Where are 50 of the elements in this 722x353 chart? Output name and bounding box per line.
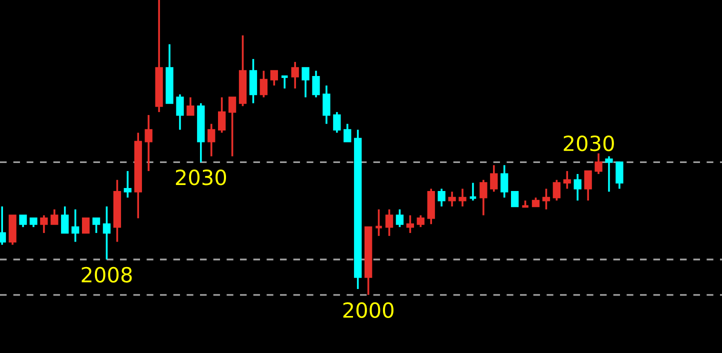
- candlestick: [584, 170, 592, 202]
- candlestick: [176, 93, 184, 131]
- candlestick: [438, 188, 446, 208]
- candlestick: [19, 214, 27, 228]
- candlestick: [92, 217, 100, 234]
- candlestick: [574, 173, 582, 202]
- candlestick: [500, 164, 508, 198]
- candlestick: [124, 170, 132, 198]
- candlestick: [552, 178, 561, 202]
- annotation: 2030: [176, 170, 226, 186]
- candlestick: [563, 170, 571, 190]
- candlestick: [616, 161, 624, 190]
- candlestick: [186, 96, 194, 116]
- candlestick: [480, 178, 488, 216]
- candlestick: [490, 164, 498, 193]
- candlestick: [396, 208, 404, 228]
- candlestick: [102, 206, 111, 260]
- candlestick: [322, 84, 330, 125]
- candlestick: [448, 190, 456, 208]
- candlestick: [385, 208, 394, 237]
- candlestick: [302, 66, 310, 98]
- candlestick: [144, 114, 152, 172]
- candlestick: [458, 188, 466, 208]
- candlestick: [72, 208, 80, 243]
- candlestick: [61, 206, 69, 234]
- candlestick: [605, 155, 613, 193]
- candlestick: [228, 96, 236, 158]
- candlestick: [594, 152, 602, 175]
- candlestick: [468, 182, 478, 202]
- candlestick: [406, 214, 414, 234]
- annotation: 2008: [82, 266, 132, 283]
- candlestick: [40, 214, 48, 234]
- candlestick: [82, 218, 90, 234]
- candlestick: [208, 122, 216, 158]
- annotation: 2030: [564, 135, 614, 152]
- candlestick: [260, 70, 268, 98]
- candlestick: [249, 58, 258, 104]
- candlestick: [312, 70, 320, 98]
- candlestick: [542, 188, 550, 210]
- candlestick: [291, 61, 299, 90]
- candlestick: [374, 208, 384, 237]
- candlestick: [344, 122, 352, 142]
- candlestick: [218, 96, 226, 134]
- candlestick: [270, 70, 278, 86]
- candlestick: [510, 190, 519, 208]
- candlestick: [416, 214, 424, 228]
- candlestick: [50, 208, 58, 226]
- annotation: 2000: [343, 302, 394, 318]
- candlestick: [333, 111, 341, 134]
- candlestick: [280, 75, 290, 90]
